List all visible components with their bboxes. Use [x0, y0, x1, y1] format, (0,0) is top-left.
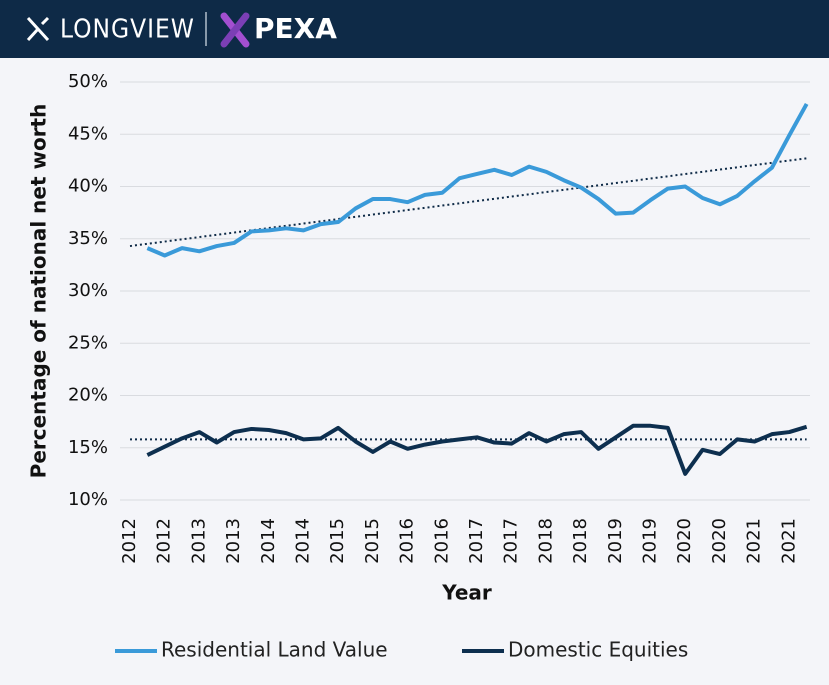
trend-line [129, 157, 807, 248]
y-tick-label: 30% [68, 280, 108, 301]
series-line [146, 102, 809, 258]
x-tick-label: 2018 [570, 518, 591, 564]
x-tick-label: 2015 [362, 518, 383, 564]
x-tick-label: 2014 [258, 518, 279, 564]
x-tick-label: 2016 [431, 518, 452, 564]
x-tick-label: 2017 [466, 518, 487, 564]
brand-longview: LONGVIEW [60, 15, 195, 45]
y-tick-label: 50% [68, 71, 108, 92]
x-tick-label: 2012 [154, 518, 175, 564]
y-tick-label: 15% [68, 437, 108, 458]
x-tick-label: 2016 [397, 518, 418, 564]
x-tick-label: 2020 [674, 518, 695, 564]
legend-label: Domestic Equities [508, 638, 688, 662]
pexa-icon [220, 12, 250, 48]
y-tick-label: 20% [68, 385, 108, 406]
x-tick-label: 2021 [778, 518, 799, 564]
x-tick-label: 2018 [535, 518, 556, 564]
series-line [146, 423, 808, 476]
y-tick-label: 25% [68, 332, 108, 353]
x-tick-label: 2012 [119, 518, 140, 564]
y-axis-title: Percentage of national net worth [27, 104, 51, 479]
legend-label: Residential Land Value [161, 638, 388, 662]
y-tick-label: 45% [68, 123, 108, 144]
x-tick-label: 2021 [744, 518, 765, 564]
x-axis-title: Year [441, 581, 492, 605]
brand-pexa: PEXA [254, 12, 337, 45]
x-tick-label: 2013 [223, 518, 244, 564]
x-tick-label: 2013 [188, 518, 209, 564]
x-tick-label: 2014 [293, 518, 314, 564]
y-tick-label: 35% [68, 228, 108, 249]
x-tick-label: 2019 [640, 518, 661, 564]
y-tick-label: 10% [68, 489, 108, 510]
x-tick-label: 2019 [605, 518, 626, 564]
x-tick-label: 2015 [327, 518, 348, 564]
y-tick-label: 40% [68, 176, 108, 197]
x-tick-label: 2017 [501, 518, 522, 564]
longview-icon [26, 16, 50, 42]
x-tick-label: 2020 [709, 518, 730, 564]
header-bar [0, 0, 829, 58]
